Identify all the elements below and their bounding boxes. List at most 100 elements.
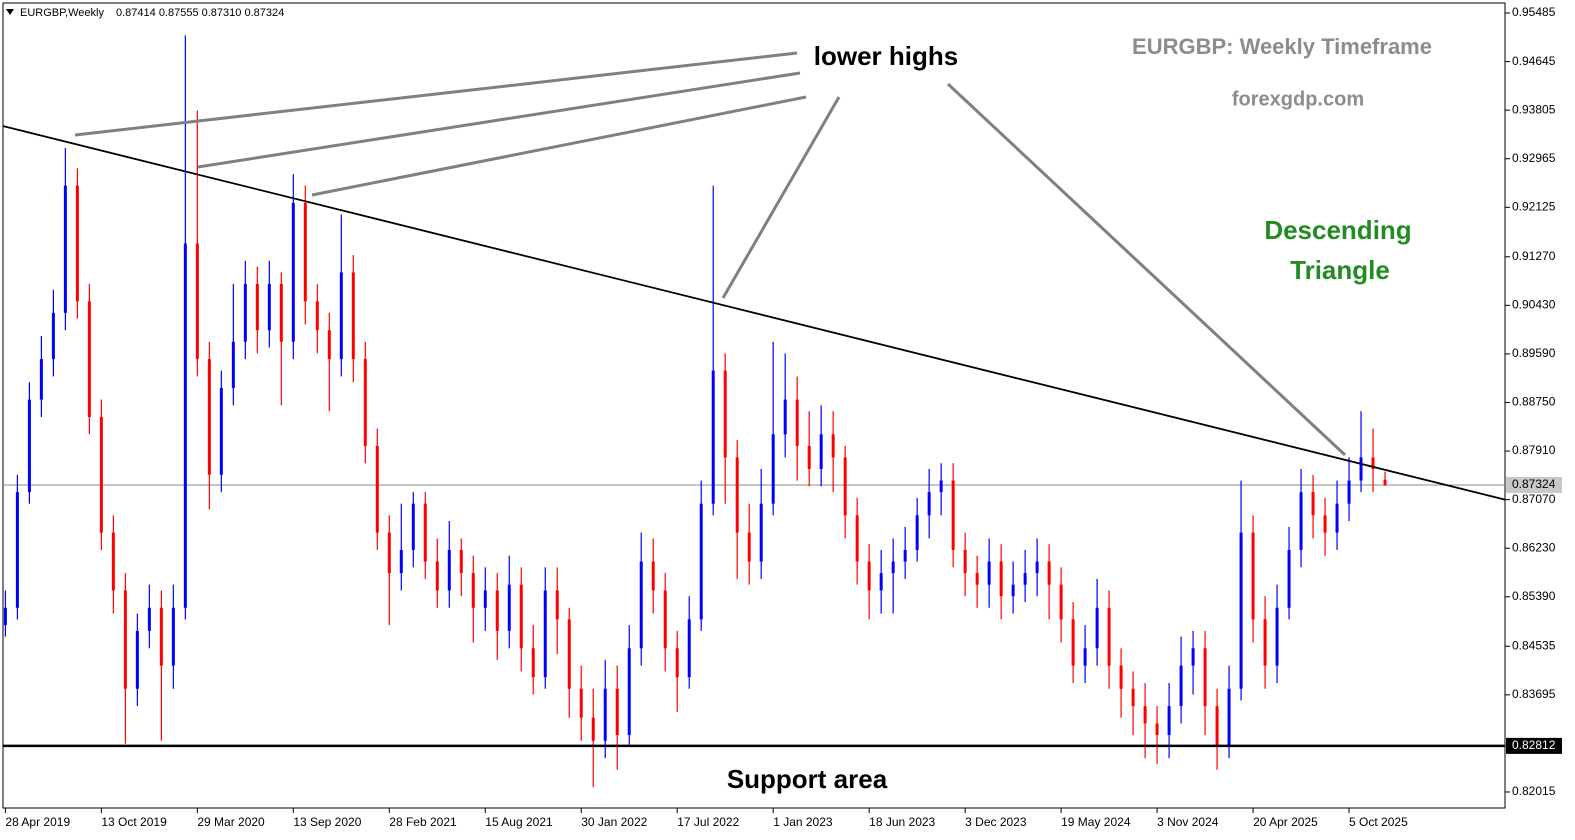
candle-body [999,561,1003,597]
candle-body [723,370,727,458]
candle-body [987,561,991,585]
candle-body [1119,665,1123,689]
candle-body [1167,706,1171,736]
candle-body [219,388,223,475]
candle-body [531,648,535,678]
y-tick-label: 0.93805 [1512,102,1556,116]
annotation-line [74,51,798,137]
candle-body [1311,492,1315,516]
x-tick-label: 20 Apr 2025 [1253,815,1318,829]
candle-body [111,532,115,591]
annotation-line [197,71,801,169]
candle-body [267,283,271,331]
candle-body [195,243,199,360]
candle-body [75,185,79,302]
candle-body [1287,549,1291,608]
candle-body [783,399,787,435]
candle-body [855,515,859,562]
candle-body [375,445,379,533]
candle-body [1191,648,1195,666]
y-tick-label: 0.88750 [1512,395,1556,409]
candle-body [1383,479,1387,485]
candle-body [903,549,907,562]
y-tick-label: 0.86230 [1512,540,1556,554]
menu-icon [6,9,14,15]
candle-body [1047,561,1051,585]
candle-body [963,549,967,574]
price-box [1506,476,1562,493]
y-tick-label: 0.87910 [1512,443,1556,457]
candle-body [603,688,607,741]
candle-body [663,590,667,649]
y-tick-label: 0.94645 [1512,54,1556,68]
annotation: lower highs [814,41,958,71]
candle-body [675,648,679,678]
candle-body [735,457,739,533]
candle-body [471,573,475,608]
ohlc-label: 0.87414 0.87555 0.87310 0.87324 [116,7,284,19]
candle-body [1239,532,1243,689]
candle-body [1107,607,1111,666]
candle-body [1299,492,1303,550]
y-tick-label: 0.92125 [1512,199,1556,213]
candle-body [543,590,547,678]
candle-body [939,480,943,493]
candle-body [447,549,451,591]
x-tick-label: 29 Mar 2020 [197,815,265,829]
candle-body [795,399,799,446]
pattern-label: Descending [1264,215,1411,245]
candle-body [591,717,595,741]
candle-body [303,202,307,302]
candle-body [819,434,823,469]
candle-body [867,561,871,591]
y-tick-label: 0.91270 [1512,249,1556,263]
candle-body [423,503,427,562]
candle-body [507,584,511,631]
candle-body [63,185,67,313]
heading: EURGBP: Weekly Timeframe [1132,34,1432,59]
candle-body [747,532,751,562]
candle-body [1095,607,1099,649]
candle-body [207,359,211,475]
support-label: Support area [727,764,888,794]
candle-body [135,630,139,689]
y-tick-label: 0.92965 [1512,151,1556,165]
candle-body [315,301,319,331]
candle-body [951,480,955,550]
candle-body [927,492,931,516]
candle-body [363,359,367,446]
candle-body [711,370,715,504]
candle-body [615,688,619,736]
candle-body [759,503,763,562]
candle-body [687,619,691,678]
candle-body [1359,457,1363,481]
candle-body [279,283,283,342]
candle-body [291,202,295,342]
x-tick-label: 3 Nov 2024 [1157,815,1219,829]
x-tick-label: 3 Dec 2023 [965,815,1027,829]
candle-body [1179,665,1183,707]
candle-body [1323,515,1327,533]
candle-body [339,272,343,360]
y-tick-label: 0.83695 [1512,687,1556,701]
candle-body [1131,688,1135,707]
candle-body [27,399,31,493]
candle-body [579,688,583,718]
pattern-label: Triangle [1290,255,1390,285]
candle-body [879,573,883,591]
chart-title: EURGBP,Weekly [20,7,104,19]
trendline [2,125,1506,501]
candle-body [459,549,463,574]
candle-body [1035,561,1039,574]
candle-body [387,532,391,574]
y-tick-label: 0.84535 [1512,638,1556,652]
candle-body [99,416,103,533]
candle-body [1203,648,1207,707]
candle-body [123,590,127,689]
candle-body [243,283,247,342]
support-box [1506,737,1562,754]
candle-body [699,503,703,620]
candle-body [351,272,355,360]
candle-body [567,619,571,689]
